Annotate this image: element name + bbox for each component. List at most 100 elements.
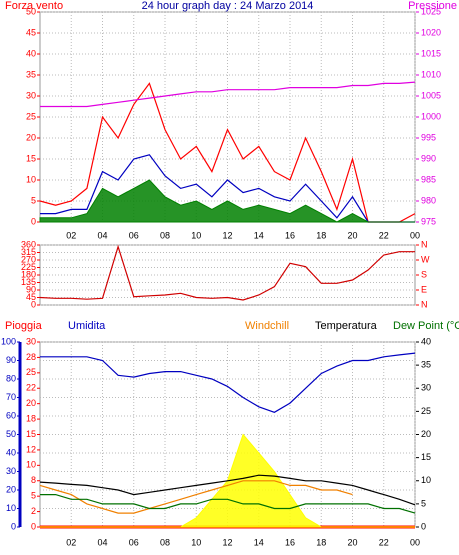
- x-tick-label: 04: [97, 537, 107, 547]
- y-tick-label: 50: [6, 429, 16, 439]
- legend-entry: Forza vento: [5, 0, 63, 12]
- y-tick-label: 0: [31, 299, 36, 309]
- y-tick-label: 45: [26, 292, 36, 302]
- series-line: [39, 474, 416, 506]
- y2-tick-label: 5: [421, 498, 426, 508]
- x-tick-label: 02: [66, 537, 76, 547]
- x-tick-label: 06: [129, 537, 139, 547]
- y2-tick-label: W: [421, 254, 430, 264]
- y2-tick-label: 1000: [421, 111, 441, 121]
- y3-tick-label: 5: [31, 491, 36, 501]
- x-tick-label: 02: [66, 230, 76, 240]
- x-tick-label: 20: [347, 230, 357, 240]
- x-tick-label: 20: [347, 537, 357, 547]
- y2-tick-label: 985: [421, 174, 436, 184]
- y-tick-label: 40: [26, 48, 36, 58]
- y-tick-label: 10: [6, 503, 16, 513]
- y-tick-label: 30: [26, 90, 36, 100]
- legend-entry: Pressione: [408, 0, 457, 12]
- y-tick-label: 15: [26, 153, 36, 163]
- area: [39, 179, 415, 223]
- series-line: [40, 352, 416, 413]
- y3-tick-label: 18: [26, 413, 36, 423]
- y2-tick-label: 10: [421, 475, 431, 485]
- y2-tick-label: S: [421, 269, 427, 279]
- x-tick-label: 16: [285, 537, 295, 547]
- y-tick-label: 5: [31, 195, 36, 205]
- y-tick-label: 45: [26, 27, 36, 37]
- y2-tick-label: 35: [421, 360, 431, 370]
- x-tick-label: 10: [191, 537, 201, 547]
- y-tick-label: 25: [26, 111, 36, 121]
- y-tick-label: 225: [21, 262, 36, 272]
- legend-entry: Temperatura: [315, 320, 378, 332]
- chart-title: 24 hour graph day : 24 Marzo 2014: [142, 0, 314, 12]
- y2-tick-label: 15: [421, 452, 431, 462]
- y2-tick-label: 30: [421, 383, 431, 393]
- y2-tick-label: 1020: [421, 27, 441, 37]
- y-tick-label: 35: [26, 69, 36, 79]
- y2-tick-label: 25: [421, 406, 431, 416]
- x-tick-label: 08: [160, 537, 170, 547]
- series-line: [40, 494, 416, 514]
- y3-tick-label: 0: [31, 521, 36, 531]
- x-tick-label: 04: [97, 230, 107, 240]
- y-tick-label: 20: [6, 484, 16, 494]
- y2-tick-label: N: [421, 239, 428, 249]
- y-tick-label: 60: [6, 410, 16, 420]
- y3-tick-label: 12: [26, 444, 36, 454]
- x-tick-label: 06: [129, 230, 139, 240]
- y-tick-label: 40: [6, 447, 16, 457]
- x-tick-label: 18: [316, 230, 326, 240]
- x-tick-label: 18: [316, 537, 326, 547]
- x-tick-label: 10: [191, 230, 201, 240]
- legend-entry: Umidita: [68, 320, 106, 332]
- y-tick-label: 10: [26, 174, 36, 184]
- x-tick-label: 00: [410, 230, 420, 240]
- y3-tick-label: 25: [26, 367, 36, 377]
- x-tick-label: 22: [379, 537, 389, 547]
- series-line: [39, 82, 416, 223]
- y-tick-label: 0: [31, 216, 36, 226]
- legend-entry: Pioggia: [5, 320, 43, 332]
- y2-tick-label: N: [421, 299, 428, 309]
- y2-tick-label: 975: [421, 216, 436, 226]
- y-tick-label: 80: [6, 373, 16, 383]
- y2-tick-label: 1010: [421, 69, 441, 79]
- x-tick-label: 16: [285, 230, 295, 240]
- y2-tick-label: 1005: [421, 90, 441, 100]
- x-tick-label: 00: [410, 537, 420, 547]
- series-line: [40, 154, 415, 223]
- y-tick-label: 50: [26, 6, 36, 16]
- x-tick-label: 14: [254, 537, 264, 547]
- x-tick-label: 22: [379, 230, 389, 240]
- series-line: [39, 244, 415, 301]
- y-tick-label: 100: [1, 336, 16, 346]
- y3-tick-label: 22: [26, 383, 36, 393]
- y2-tick-label: 990: [421, 153, 436, 163]
- y-tick-label: 360: [21, 239, 36, 249]
- y-tick-label: 90: [6, 355, 16, 365]
- y2-tick-label: E: [421, 284, 427, 294]
- y3-tick-label: 2: [31, 506, 36, 516]
- series-line: [40, 81, 416, 108]
- y2-tick-label: 980: [421, 195, 436, 205]
- y-tick-label: 315: [21, 247, 36, 257]
- y3-tick-label: 30: [26, 336, 36, 346]
- y2-tick-label: 1015: [421, 48, 441, 58]
- y3-tick-label: 8: [31, 475, 36, 485]
- x-tick-label: 14: [254, 230, 264, 240]
- y-tick-label: 135: [21, 277, 36, 287]
- area: [40, 433, 415, 528]
- legend-entry: Dew Point (°C: [393, 320, 459, 332]
- y-tick-label: 0: [11, 521, 16, 531]
- y-tick-label: 270: [21, 254, 36, 264]
- y2-tick-label: 40: [421, 336, 431, 346]
- y-tick-label: 70: [6, 392, 16, 402]
- series-line: [39, 480, 353, 514]
- y3-tick-label: 10: [26, 460, 36, 470]
- y-tick-label: 20: [26, 132, 36, 142]
- y2-tick-label: 995: [421, 132, 436, 142]
- x-tick-label: 12: [222, 537, 232, 547]
